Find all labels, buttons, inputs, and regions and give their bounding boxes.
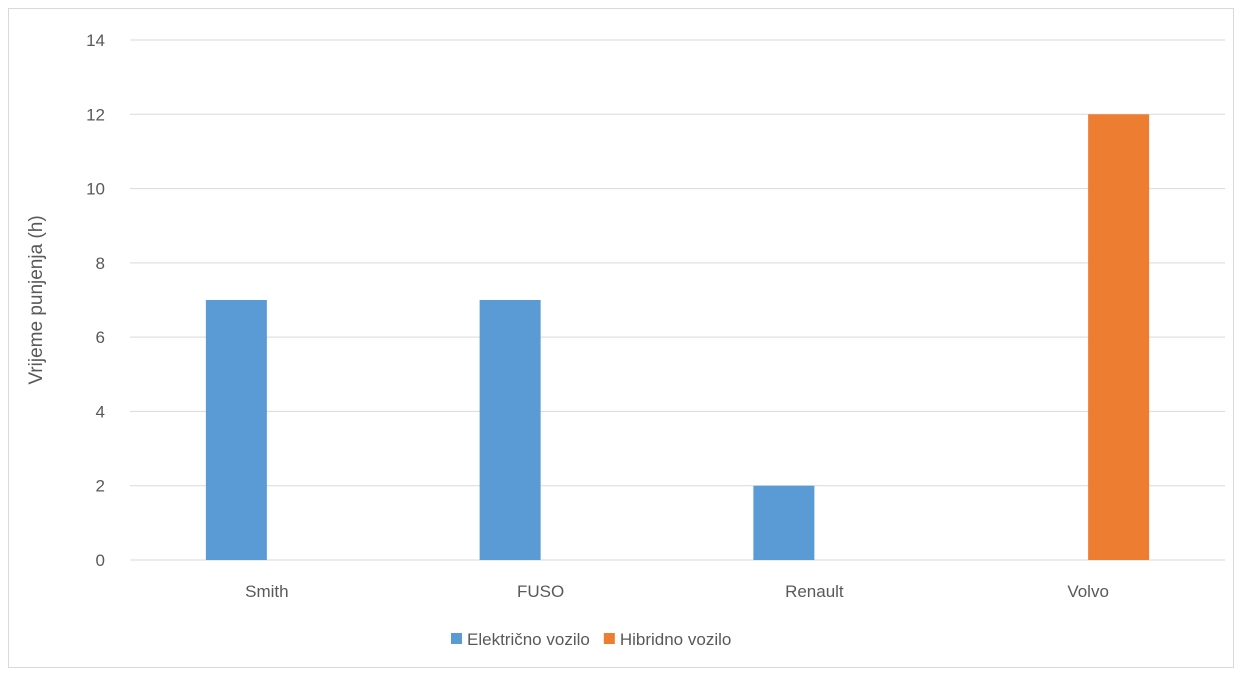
y-tick-label: 14 <box>86 31 105 50</box>
legend: Električno vozilo Hibridno vozilo <box>451 630 731 649</box>
y-tick-label: 12 <box>86 105 105 124</box>
y-tick-label: 6 <box>96 328 105 347</box>
y-tick-label: 8 <box>96 254 105 273</box>
y-axis-ticks: 0 2 4 6 8 10 12 14 <box>86 31 105 570</box>
x-axis-ticks: Smith FUSO Renault Volvo <box>245 582 1109 601</box>
y-tick-label: 0 <box>96 551 105 570</box>
x-tick-label: Renault <box>785 582 844 601</box>
gridlines <box>130 39 1225 561</box>
legend-label: Hibridno vozilo <box>620 630 732 649</box>
bar-smith-0 <box>205 300 267 560</box>
bar-volvo-1 <box>1088 114 1150 561</box>
x-tick-label: Smith <box>245 582 288 601</box>
x-tick-label: Volvo <box>1067 582 1109 601</box>
legend-swatch <box>451 633 462 644</box>
legend-swatch <box>603 633 615 644</box>
y-tick-label: 2 <box>96 477 105 496</box>
bar-renault-0 <box>753 485 815 560</box>
bars <box>205 114 1150 561</box>
bar-fuso-0 <box>479 300 541 560</box>
x-tick-label: FUSO <box>517 582 564 601</box>
legend-label: Električno vozilo <box>467 630 590 649</box>
y-axis-title: Vrijeme punjenja (h) <box>26 215 47 384</box>
y-tick-label: 10 <box>86 180 105 199</box>
y-tick-label: 4 <box>96 402 105 421</box>
